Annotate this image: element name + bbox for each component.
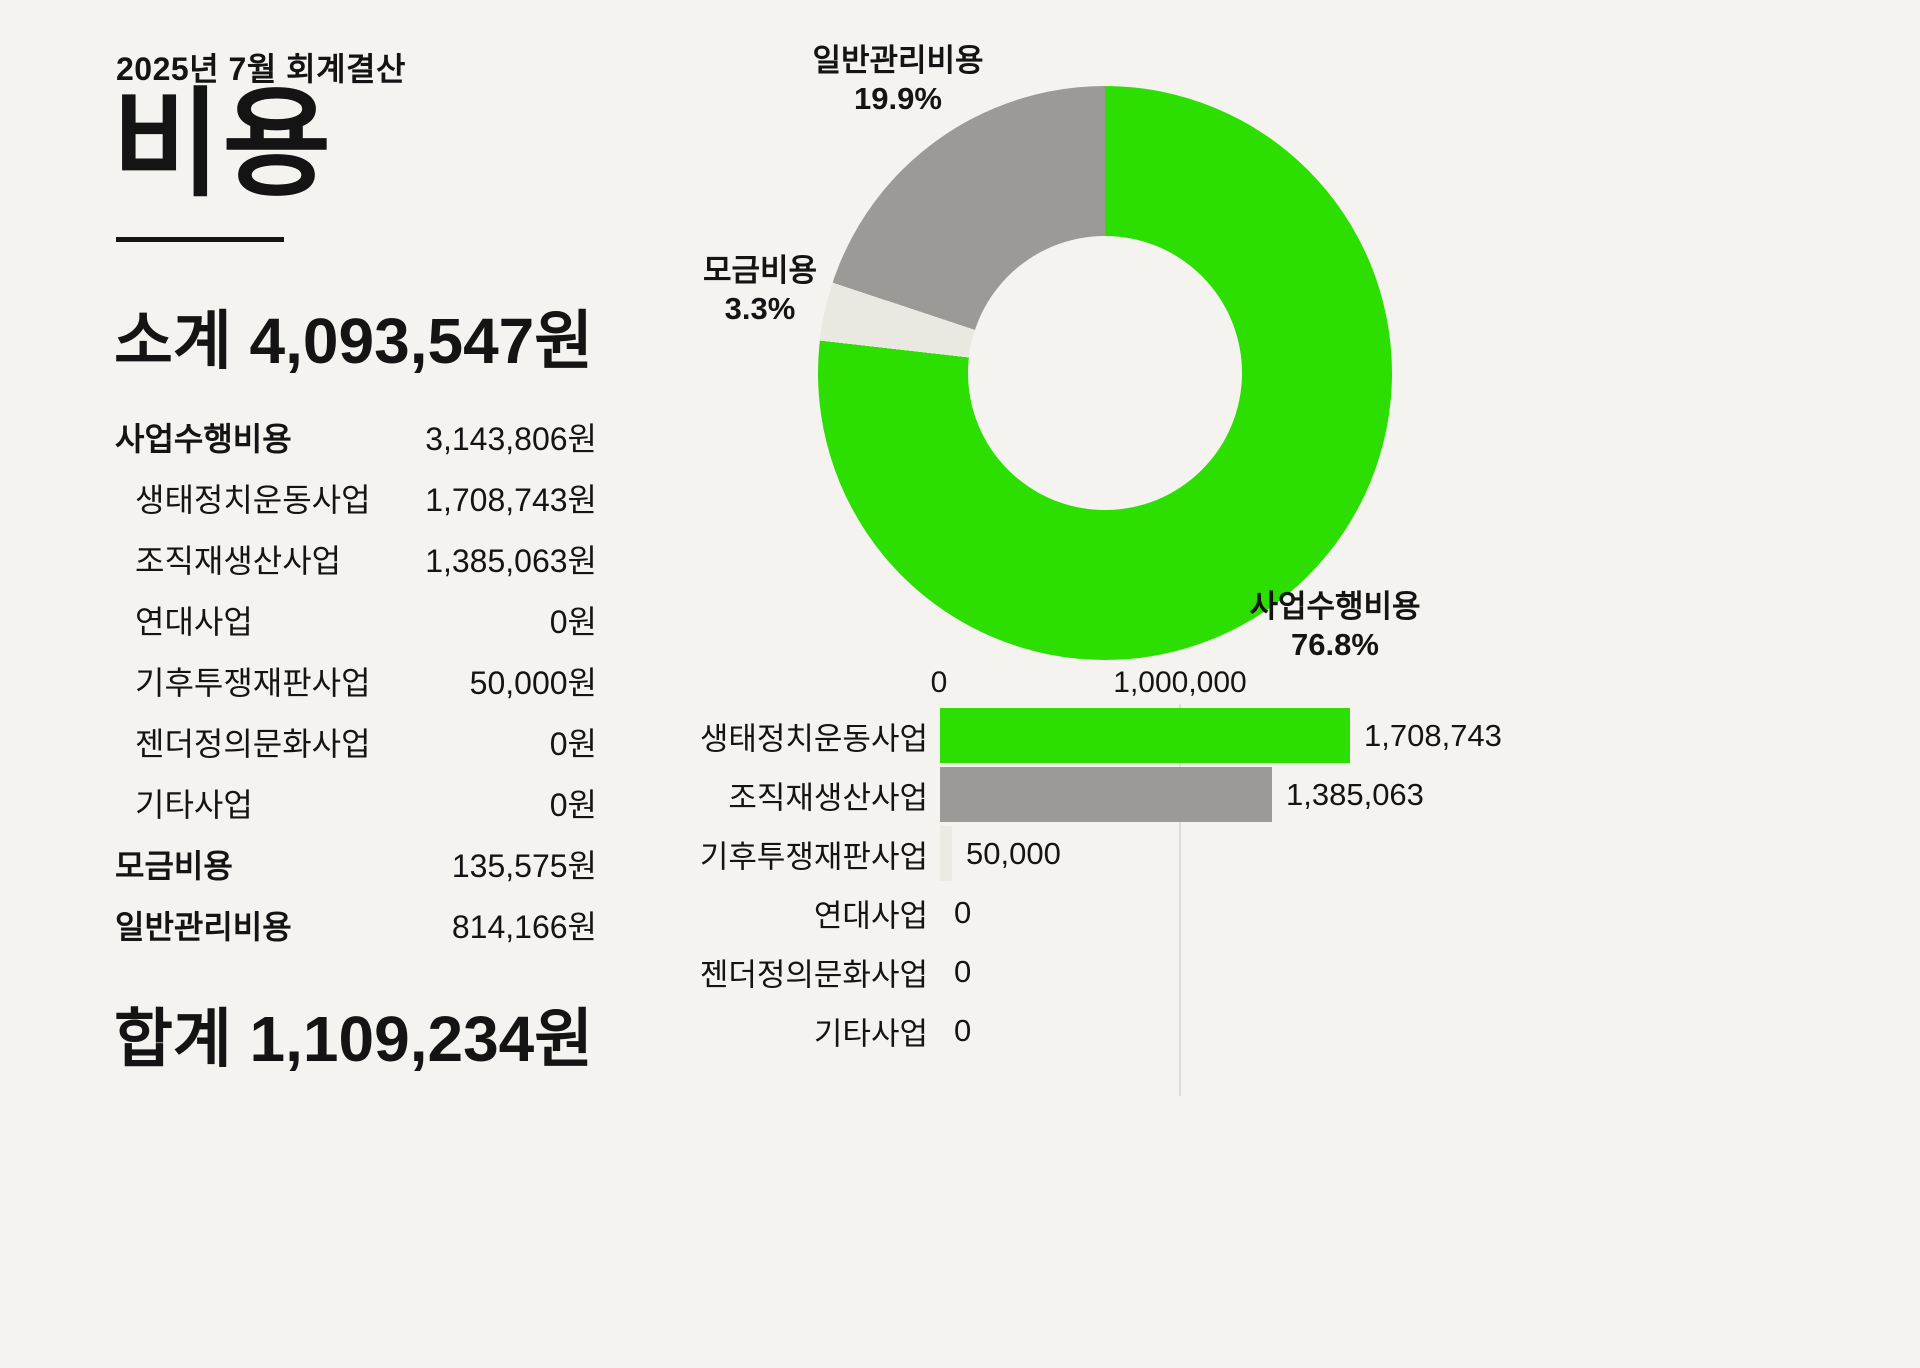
- donut-callout-admin: 일반관리비용 19.9%: [788, 42, 1008, 118]
- row-label: 모금비용: [115, 847, 233, 884]
- bar-category-label: 조직재생산사업: [728, 780, 928, 815]
- row-value: 50,000원: [469, 664, 597, 701]
- row-value: 814,166원: [451, 908, 597, 945]
- subtotal-value: 4,093,547원: [249, 305, 594, 377]
- row-label: 기후투쟁재판사업: [135, 664, 371, 701]
- total-line: 합계 1,109,234원: [114, 988, 593, 1080]
- donut-callout-fundraising: 모금비용 3.3%: [670, 252, 850, 328]
- table-row: 기타사업 0원: [115, 772, 597, 833]
- table-row: 생태정치운동사업 1,708,743원: [115, 467, 597, 528]
- subtotal-line: 소계 4,093,547원: [114, 290, 593, 382]
- row-value: 0원: [549, 725, 597, 762]
- bar-row: 젠더정의문화사업 0: [0, 942, 1920, 1001]
- bar-row: 연대사업 0: [0, 883, 1920, 942]
- donut-hole: [968, 236, 1242, 510]
- bar-value-label: 1,708,743: [1364, 717, 1502, 753]
- donut-callout-program: 사업수행비용 76.8%: [1235, 588, 1435, 664]
- row-label: 연대사업: [135, 603, 253, 640]
- callout-name: 일반관리비용: [812, 43, 984, 78]
- bar-category-label: 젠더정의문화사업: [699, 957, 928, 992]
- bar-value-label: 0: [954, 894, 972, 930]
- table-row: 조직재생산사업 1,385,063원: [115, 528, 597, 589]
- bar-chart: 생태정치운동사업 1,708,743 조직재생산사업 1,385,063 기후투…: [0, 706, 1920, 1060]
- expense-table: 사업수행비용 3,143,806원 생태정치운동사업 1,708,743원 조직재생…: [115, 406, 597, 955]
- total-value: 1,109,234원: [249, 1003, 594, 1075]
- row-value: 0원: [549, 603, 597, 640]
- callout-name: 사업수행비용: [1249, 589, 1421, 624]
- page-title: 비용: [112, 79, 334, 211]
- bar-category-label: 연대사업: [813, 898, 928, 933]
- bar-row: 조직재생산사업 1,385,063: [0, 765, 1920, 824]
- row-value: 1,385,063원: [425, 542, 597, 579]
- row-value: 1,708,743원: [425, 481, 597, 518]
- bar-value-label: 0: [954, 953, 972, 989]
- table-row: 모금비용 135,575원: [115, 833, 597, 894]
- bar-category-label: 생태정치운동사업: [699, 721, 928, 756]
- table-row: 연대사업 0원: [115, 589, 597, 650]
- row-label: 일반관리비용: [115, 908, 292, 945]
- row-label: 조직재생산사업: [135, 542, 342, 579]
- donut-chart: [818, 86, 1392, 660]
- bar-row: 기타사업 0: [0, 1001, 1920, 1060]
- table-row: 젠더정의문화사업 0원: [115, 711, 597, 772]
- row-label: 젠더정의문화사업: [135, 725, 371, 762]
- bar-category-label: 기타사업: [813, 1016, 928, 1051]
- row-value: 135,575원: [451, 847, 597, 884]
- table-row: 사업수행비용 3,143,806원: [115, 406, 597, 467]
- bar-category-label: 기후투쟁재판사업: [699, 839, 928, 874]
- gridline-1000000: [1179, 704, 1181, 1096]
- title-underline: [116, 237, 284, 242]
- callout-pct: 3.3%: [724, 291, 796, 326]
- bar-value-label: 1,385,063: [1286, 776, 1424, 812]
- x-axis-tick-1000000: 1,000,000: [1113, 666, 1247, 699]
- callout-pct: 76.8%: [1291, 627, 1379, 662]
- total-label: 합계: [114, 1003, 232, 1075]
- table-row: 일반관리비용 814,166원: [115, 894, 597, 955]
- row-label: 사업수행비용: [115, 420, 292, 457]
- bar-value-label: 50,000: [966, 835, 1061, 871]
- x-axis-tick-0: 0: [930, 666, 948, 699]
- report-eyebrow: 2025년 7월 회계결산: [116, 51, 406, 87]
- row-value: 0원: [549, 786, 597, 823]
- bar: [940, 708, 1350, 763]
- row-label: 생태정치운동사업: [135, 481, 371, 518]
- subtotal-label: 소계: [114, 305, 232, 377]
- bar-row: 기후투쟁재판사업 50,000: [0, 824, 1920, 883]
- bar-row: 생태정치운동사업 1,708,743: [0, 706, 1920, 765]
- bar: [940, 826, 952, 881]
- callout-name: 모금비용: [702, 253, 818, 288]
- table-row: 기후투쟁재판사업 50,000원: [115, 650, 597, 711]
- row-label: 기타사업: [135, 786, 253, 823]
- row-value: 3,143,806원: [425, 420, 597, 457]
- bar-value-label: 0: [954, 1012, 972, 1048]
- bar: [940, 767, 1272, 822]
- callout-pct: 19.9%: [854, 81, 942, 116]
